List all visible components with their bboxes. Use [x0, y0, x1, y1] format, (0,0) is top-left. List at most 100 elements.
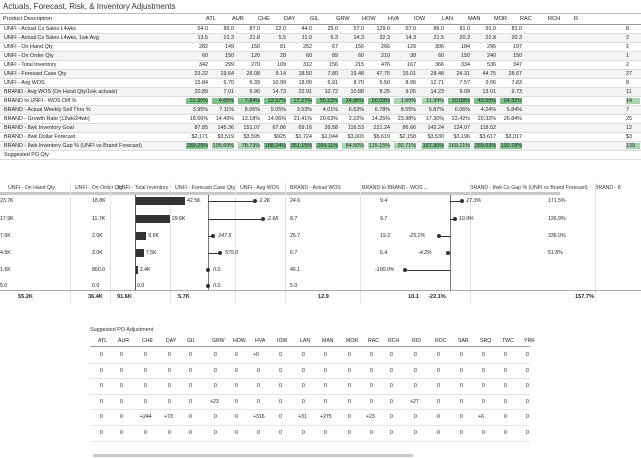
forecast-value: 247.5: [218, 233, 232, 239]
matrix-cell: 10.72: [324, 89, 339, 95]
wos-diff-axis: [450, 195, 451, 290]
matrix-row: BRAND - 8wk Inventory Goal 87.85 145.36 151…: [0, 124, 641, 133]
po-cell: 0: [100, 398, 103, 405]
wos-diff-stem: [450, 201, 463, 202]
matrix-horizontal-scrollbar[interactable]: [0, 192, 560, 195]
chart-header-8[interactable]: BRAND - 8: [595, 185, 621, 191]
matrix-cell: 32.3: [379, 35, 391, 41]
po-cell: 0: [437, 398, 440, 405]
matrix-col-hva[interactable]: HVA: [388, 16, 400, 22]
chart-header-7[interactable]: BRAND - 8wk Cs Gap % (UNFI vs Brand Fore…: [470, 185, 588, 191]
po-cell: 0: [460, 383, 463, 390]
po-cell: +316: [253, 414, 265, 421]
matrix-col-product[interactable]: Product Description: [3, 16, 52, 22]
matrix-col-aur[interactable]: AUR: [232, 16, 244, 22]
wos-diff-value: 27.3%: [466, 198, 481, 204]
on-order-value: 2.0K: [92, 233, 103, 239]
po-col-hva[interactable]: HVA: [255, 338, 266, 344]
po-col-iow[interactable]: IOW: [277, 338, 288, 344]
matrix-cell: 151.07: [243, 125, 261, 131]
po-horizontal-scrollbar[interactable]: [93, 454, 413, 457]
matrix-cell: 43.59%: [474, 98, 496, 104]
po-col-twc[interactable]: TWC: [502, 338, 514, 344]
po-col-che[interactable]: CHE: [142, 338, 153, 344]
chart-header-3[interactable]: UNFI - Forecast Case Qty: [175, 185, 235, 191]
matrix-cell: 8.25: [379, 89, 391, 95]
po-cell: 0: [302, 352, 305, 358]
po-col-man[interactable]: MAN: [322, 338, 334, 344]
matrix-cell: 5.50: [379, 80, 391, 86]
matrix-col-mor[interactable]: MOR: [494, 16, 508, 22]
matrix-col-rac[interactable]: RAC: [520, 16, 532, 22]
matrix-col-lan[interactable]: LAN: [442, 16, 453, 22]
total-inventory-bar: [135, 215, 170, 223]
po-col-rid[interactable]: RID: [412, 338, 421, 344]
po-col-day[interactable]: DAY: [166, 338, 177, 344]
chart-header-4[interactable]: UNFI - Avg WOS: [240, 185, 280, 191]
matrix-cell: 252: [303, 44, 312, 50]
po-col-how[interactable]: HOW: [233, 338, 246, 344]
matrix-col-day[interactable]: DAY: [284, 16, 296, 22]
avg-wos-value: 8.7: [290, 216, 298, 222]
chart-header-6[interactable]: BRAND to BRAND - WOS ...: [362, 185, 429, 191]
matrix-cell: 4.60%: [212, 98, 234, 104]
matrix-cell: 25.0: [327, 26, 339, 32]
matrix-col-atl[interactable]: ATL: [206, 16, 216, 22]
matrix-cell: 145.36: [217, 125, 235, 131]
chart-header-5[interactable]: BRAND - Actual WOS: [290, 185, 341, 191]
matrix-cell: 28.67: [508, 71, 523, 77]
matrix-col-gil[interactable]: GIL: [310, 16, 320, 22]
matrix-cell: 240: [487, 53, 496, 59]
matrix-row: BRAND - Actual Weekly Sell Thru % 3.95% 7.…: [0, 106, 641, 115]
matrix-col-che[interactable]: CHE: [258, 16, 270, 22]
matrix-cell: 306: [435, 44, 444, 50]
po-col-sar[interactable]: SAR: [458, 338, 469, 344]
matrix-cell: 55.23%: [316, 98, 338, 104]
matrix-cell: 24.31: [456, 71, 471, 77]
po-cell: 0: [214, 383, 217, 390]
po-cell: 0: [168, 398, 171, 405]
chart-header-2[interactable]: UNFI - Total Inventory I: [118, 185, 172, 191]
po-col-aur[interactable]: AUR: [118, 338, 129, 344]
po-cell: 0: [414, 367, 417, 374]
po-col-gil[interactable]: GIL: [187, 338, 196, 344]
matrix-cell: 129.0: [376, 26, 391, 32]
po-col-srq[interactable]: SRQ: [480, 338, 492, 344]
matrix-col-man[interactable]: MAN: [468, 16, 481, 22]
matrix-cell: 44.0: [301, 26, 313, 32]
wos-diff-value: -4.2%: [418, 250, 432, 256]
matrix-cell: 3.53%: [296, 107, 312, 113]
po-cell: +275: [320, 414, 332, 421]
po-col-rch[interactable]: RCH: [388, 338, 400, 344]
po-cell: 0: [235, 414, 238, 421]
matrix-col-grw[interactable]: GRW: [336, 16, 350, 22]
po-cell: 0: [189, 352, 192, 358]
matrix-cell: 20.63%: [319, 116, 338, 122]
po-col-lan[interactable]: LAN: [300, 338, 311, 344]
matrix-cell: 28: [280, 53, 286, 59]
po-row: 0 0 0 0 0 +23 0 0 0 0 0 0 0 0 +27 0 0 0 0 0: [90, 395, 530, 411]
po-col-rac[interactable]: RAC: [368, 338, 379, 344]
po-col-atl[interactable]: ATL: [98, 338, 108, 344]
matrix-cell: 24.96%: [342, 98, 364, 104]
chart-header-0[interactable]: UNFI - On Hand Qty: [8, 185, 55, 191]
matrix-cell: 57.0: [353, 26, 365, 32]
total-wos-diff: -22.1%: [428, 294, 446, 300]
po-cell: 0: [257, 383, 260, 390]
po-col-mor[interactable]: MOR: [346, 338, 359, 344]
po-col-roc[interactable]: ROC: [435, 338, 447, 344]
po-col-grw[interactable]: GRW: [212, 338, 225, 344]
matrix-col-iow[interactable]: IOW: [414, 16, 426, 22]
chart-header-1[interactable]: UNFI - On Order Qty: [75, 185, 123, 191]
po-cell: 0: [504, 414, 507, 421]
matrix-col-how[interactable]: HOW: [362, 16, 376, 22]
matrix-cell: 9.05: [405, 89, 417, 95]
matrix-cell: 5.5: [278, 35, 287, 41]
matrix-cell: 20.3: [511, 35, 523, 41]
matrix-col-r[interactable]: R: [574, 16, 579, 22]
matrix-col-rch[interactable]: RCH: [548, 16, 561, 22]
matrix-row-label: BRAND - 8wk Inventory Gap % (UNFI vs Bra…: [4, 143, 142, 149]
matrix-cell: 215: [355, 62, 364, 68]
matrix-cell: 150: [225, 53, 234, 59]
po-col-yrk[interactable]: YRK: [524, 338, 535, 344]
